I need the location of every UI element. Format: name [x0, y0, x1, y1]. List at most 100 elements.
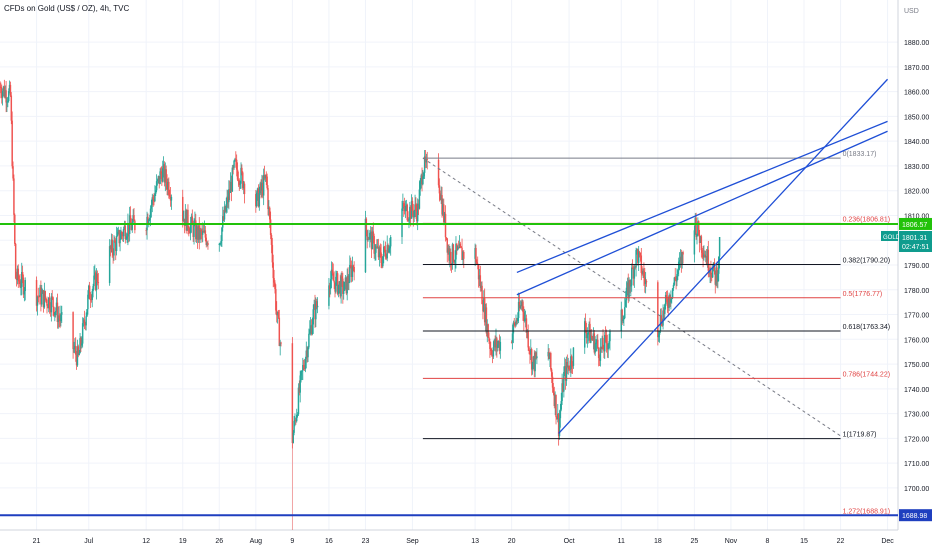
- candle-body: [589, 323, 591, 343]
- candle-body: [564, 366, 567, 381]
- candle-body: [682, 252, 684, 255]
- candle-body: [440, 195, 442, 200]
- candle-body: [228, 189, 230, 203]
- x-tick-label: 16: [325, 538, 333, 545]
- current-price-label: 1801.31: [902, 235, 927, 242]
- candle-body: [226, 196, 228, 205]
- candle-body: [167, 181, 169, 190]
- candle-body: [21, 272, 24, 278]
- candle-body: [147, 216, 149, 225]
- candle-body: [170, 196, 173, 201]
- candle-body: [379, 247, 381, 253]
- candle-body: [693, 230, 696, 255]
- candle-body: [641, 272, 643, 274]
- candle-body: [632, 268, 635, 279]
- candle-body: [550, 369, 553, 377]
- candle-body: [131, 222, 134, 230]
- candle-body: [125, 238, 127, 240]
- candle-body: [301, 370, 303, 372]
- x-tick-label: 18: [654, 538, 662, 545]
- candle-body: [293, 420, 295, 433]
- candle-body: [5, 90, 7, 103]
- candle-body: [259, 183, 261, 194]
- candle-body: [410, 200, 413, 219]
- y-tick-label: 1730.00: [904, 412, 929, 419]
- candle-body: [568, 365, 570, 370]
- fib-level-label: 1.272(1688.91): [843, 508, 890, 515]
- y-tick-label: 1850.00: [904, 114, 929, 121]
- candle-body: [157, 176, 160, 180]
- candle-body: [604, 335, 607, 336]
- candle-body: [158, 176, 160, 184]
- candle-body: [602, 337, 604, 350]
- candle-body: [51, 296, 53, 298]
- candle-body: [161, 168, 164, 182]
- y-tick-label: 1710.00: [904, 461, 929, 468]
- candle-body: [585, 330, 588, 339]
- candle-body: [563, 366, 566, 373]
- candle-body: [239, 183, 241, 185]
- candle-body: [462, 251, 464, 261]
- fib-level-label: 0.618(1763.34): [843, 324, 890, 331]
- candle-body: [446, 238, 448, 253]
- candle-body: [444, 213, 447, 238]
- candle-body: [55, 302, 58, 312]
- candle-body: [190, 216, 193, 224]
- candle-body: [86, 309, 88, 317]
- candle-body: [493, 339, 495, 348]
- candle-body: [459, 243, 462, 247]
- candle-body: [411, 200, 414, 211]
- candle-body: [572, 347, 575, 366]
- y-tick-label: 1810.00: [904, 213, 929, 220]
- candle-body: [521, 301, 523, 307]
- candle-body: [448, 248, 450, 261]
- candle-body: [93, 275, 95, 287]
- candle-body: [517, 317, 519, 322]
- candle-body: [256, 188, 259, 193]
- candle-body: [456, 243, 458, 251]
- candle-body: [269, 219, 272, 235]
- candle-body: [9, 84, 12, 96]
- candle-body: [454, 259, 456, 263]
- candle-body: [334, 282, 336, 292]
- candle-body: [270, 234, 273, 245]
- candle-body: [535, 352, 537, 359]
- candle-body: [40, 287, 42, 305]
- candle-body: [94, 272, 96, 276]
- candle-body: [499, 341, 502, 351]
- candle-body: [81, 343, 83, 346]
- candle-body: [631, 267, 634, 269]
- candle-body: [35, 280, 38, 306]
- candle-body: [596, 339, 598, 343]
- candle-body: [117, 230, 120, 233]
- candle-body: [47, 305, 49, 309]
- candle-body: [237, 179, 240, 181]
- candle-body: [220, 241, 222, 244]
- candle-body: [124, 225, 127, 239]
- candle-body: [387, 245, 389, 253]
- candle-body: [275, 289, 277, 311]
- candle-body: [591, 337, 594, 341]
- fib-level-label: 0.236(1806.81): [843, 216, 890, 223]
- candle-body: [96, 273, 99, 283]
- x-tick-label: Oct: [564, 538, 575, 545]
- candle-body: [90, 299, 93, 301]
- candle-body: [272, 262, 274, 279]
- candle-body: [701, 250, 703, 253]
- candle-body: [597, 347, 600, 359]
- candle-body: [633, 266, 636, 279]
- candle-body: [129, 215, 132, 225]
- candle-body: [45, 298, 47, 300]
- candle-body: [87, 294, 89, 310]
- candle-body: [166, 182, 168, 190]
- candle-body: [227, 196, 229, 203]
- candle-body: [571, 365, 574, 367]
- candle-body: [658, 330, 661, 335]
- candle-body: [41, 293, 43, 305]
- candle-body: [475, 248, 477, 263]
- candle-body: [243, 183, 246, 195]
- y-tick-label: 1820.00: [904, 189, 929, 196]
- candle-body: [439, 193, 442, 200]
